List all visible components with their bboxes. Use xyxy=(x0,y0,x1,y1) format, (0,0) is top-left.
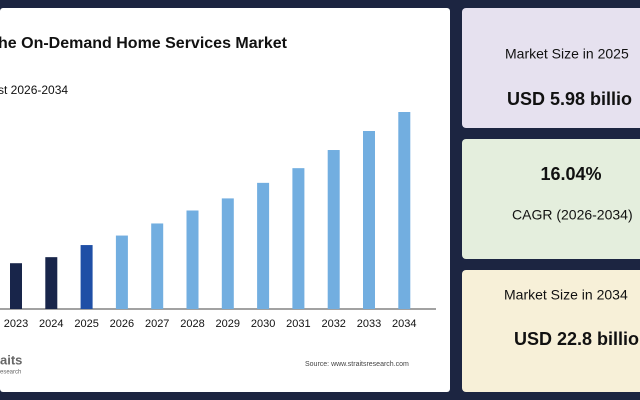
x-tick-label: 2031 xyxy=(286,318,310,330)
chart-subtitle: st 2026-2034 xyxy=(0,83,68,97)
bar xyxy=(221,198,234,309)
bar xyxy=(115,235,128,309)
bar xyxy=(10,263,22,309)
card-label: Market Size in 2025 xyxy=(505,46,629,62)
bar xyxy=(398,112,411,309)
card-value: 16.04% xyxy=(540,164,601,184)
bar xyxy=(327,150,340,309)
logo-name: aits xyxy=(0,352,22,367)
x-tick-label: 2025 xyxy=(74,318,98,330)
x-tick-label: 2026 xyxy=(110,318,134,330)
logo-tagline: esearch xyxy=(0,370,21,376)
card-value: USD 22.8 billio xyxy=(514,329,639,349)
bar xyxy=(151,223,164,309)
x-tick-label: 2028 xyxy=(180,318,204,330)
card-value: USD 5.98 billio xyxy=(507,89,632,109)
bar xyxy=(45,257,58,309)
chart-title: he On-Demand Home Services Market xyxy=(0,35,288,52)
card xyxy=(462,8,640,128)
card xyxy=(462,270,640,392)
card xyxy=(462,139,640,259)
x-tick-label: 2033 xyxy=(357,318,381,330)
x-tick-label: 2024 xyxy=(39,318,63,330)
x-tick-label: 2032 xyxy=(321,318,345,330)
card-label: Market Size in 2034 xyxy=(504,287,628,303)
bar xyxy=(257,182,270,309)
x-tick-label: 2030 xyxy=(251,318,275,330)
x-tick-label: 2027 xyxy=(145,318,169,330)
x-tick-label: 2029 xyxy=(216,318,240,330)
bar xyxy=(80,245,93,309)
bar xyxy=(186,210,199,309)
x-tick-label: 2023 xyxy=(4,318,28,330)
bar xyxy=(292,168,305,309)
card-label: CAGR (2026-2034) xyxy=(512,207,633,223)
bar xyxy=(363,131,375,309)
source: Source: www.straitsresearch.com xyxy=(305,361,409,368)
x-tick-label: 2034 xyxy=(392,318,416,330)
